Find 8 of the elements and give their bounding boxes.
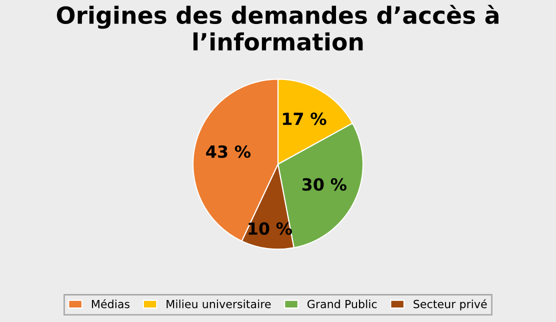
chart-title: Origines des demandes d’accès à l’information	[56, 4, 498, 51]
legend-label: Médias	[92, 299, 130, 308]
legend-label: Secteur privé	[414, 299, 487, 310]
legend-label: Milieu universitaire	[166, 300, 271, 308]
data-label: 43 %	[206, 145, 251, 158]
data-label: 30 %	[302, 178, 346, 191]
data-label: 17 %	[282, 112, 326, 126]
legend-label: Grand Public	[307, 300, 377, 308]
